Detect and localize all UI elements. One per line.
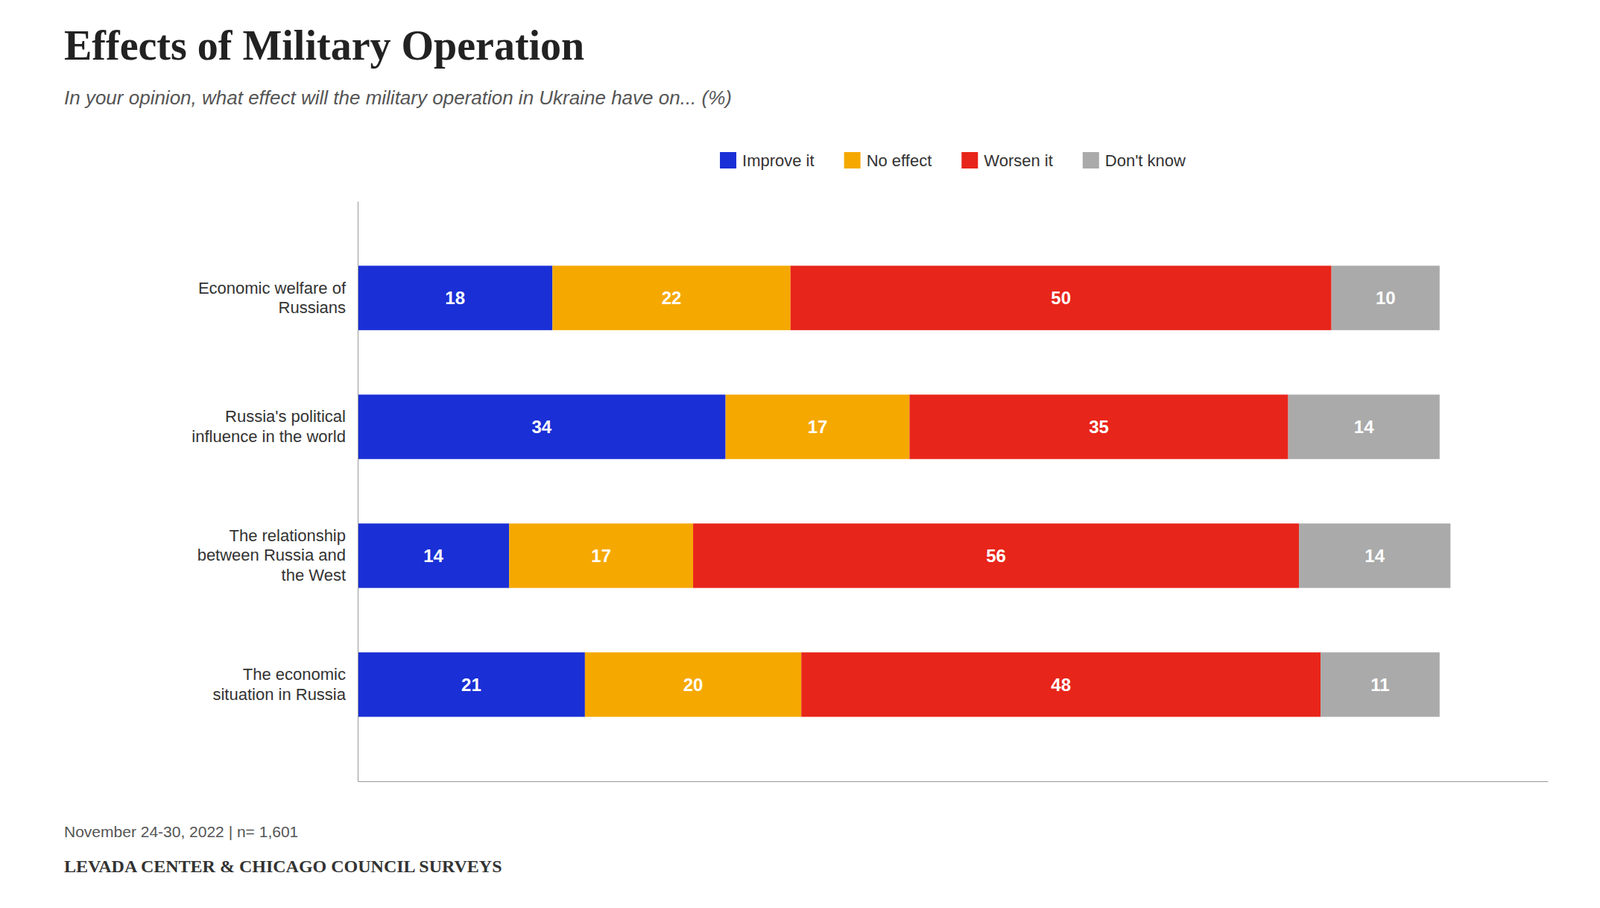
- category-tick: The relationshipbetween Russia andthe We…: [197, 526, 358, 585]
- legend-swatch: [719, 152, 737, 169]
- bar-segment: [1288, 394, 1440, 459]
- data-label: 21: [461, 674, 482, 695]
- data-label: 56: [985, 545, 1007, 566]
- subtitle: In your opinion, what effect will the mi…: [64, 86, 732, 109]
- category-axis-line: [357, 201, 359, 782]
- legend-label: Worsen it: [983, 151, 1054, 170]
- category-label: Russia's politicalinfluence in the world: [191, 406, 346, 445]
- category-label: The economicsituation in Russia: [212, 664, 346, 703]
- bar-segment: [909, 394, 1288, 459]
- bar-segment: [1320, 652, 1440, 717]
- legend-item: Improve it: [719, 151, 815, 170]
- data-label: 20: [683, 674, 704, 695]
- bar-segment: [693, 523, 1299, 588]
- legend-item: Worsen it: [961, 151, 1054, 170]
- bars: [357, 265, 1451, 717]
- bar-segment: [801, 652, 1321, 717]
- data-label: 18: [444, 287, 466, 308]
- category-tick: Economic welfare ofRussians: [198, 278, 358, 317]
- bar-segment: [1331, 265, 1440, 330]
- source: LEVADA CENTER & CHICAGO COUNCIL SURVEYS: [64, 856, 502, 876]
- value-axis: [358, 780, 1549, 782]
- value-axis-line: [358, 780, 1549, 782]
- plot: 18 34 14 21 22 17 17 20 50 35 56 48 10 14 14 11 Economic…: [191, 201, 1548, 782]
- data-label: 10: [1375, 287, 1396, 308]
- legend-swatch: [961, 152, 978, 169]
- title: Effects of Military Operation: [64, 22, 585, 69]
- data-label: 17: [590, 545, 612, 566]
- data-labels: 18 34 14 21 22 17 17 20 50 35 56 48 10 14 14 11: [423, 287, 1396, 695]
- legend-item: Don't know: [1082, 151, 1186, 170]
- bar-segment: [552, 265, 790, 330]
- data-label: 11: [1370, 674, 1390, 695]
- data-label: 48: [1050, 674, 1071, 695]
- legend: Improve it No effect Worsen it Don't know: [719, 151, 1186, 170]
- data-label: 17: [807, 416, 828, 437]
- data-label: 35: [1088, 416, 1109, 437]
- category-tick: The economicsituation in Russia: [212, 664, 358, 703]
- footnote: November 24-30, 2022 | n= 1,601: [64, 822, 299, 840]
- legend-label: No effect: [866, 151, 933, 170]
- bar-segment: [1298, 523, 1451, 588]
- legend-swatch: [844, 152, 861, 169]
- data-label: 14: [1364, 545, 1385, 566]
- bar-segment: [357, 394, 726, 459]
- bar-segment: [790, 265, 1332, 330]
- bar-segment: [357, 265, 553, 330]
- legend-swatch: [1082, 152, 1100, 169]
- data-label: 22: [661, 287, 682, 308]
- data-label: 34: [531, 416, 552, 437]
- legend-label: Improve it: [742, 151, 815, 170]
- bar-segment: [357, 652, 586, 717]
- data-label: 14: [423, 545, 444, 566]
- legend-label: Don't know: [1105, 151, 1186, 170]
- bar-segment: [585, 652, 802, 717]
- category-tick: Russia's politicalinfluence in the world: [191, 406, 358, 445]
- category-label: The relationshipbetween Russia andthe We…: [197, 526, 346, 585]
- bar-segment: [725, 394, 910, 459]
- legend-item: No effect: [844, 151, 933, 170]
- category-label: Economic welfare ofRussians: [198, 278, 347, 317]
- category-axis: Economic welfare ofRussians Russia's poli…: [191, 201, 358, 782]
- bar-segment: [357, 523, 509, 588]
- data-label: 14: [1354, 416, 1375, 437]
- bar-segment: [508, 523, 694, 588]
- chart: Effects of Military Operation In your opi…: [0, 0, 1600, 908]
- data-label: 50: [1050, 287, 1071, 308]
